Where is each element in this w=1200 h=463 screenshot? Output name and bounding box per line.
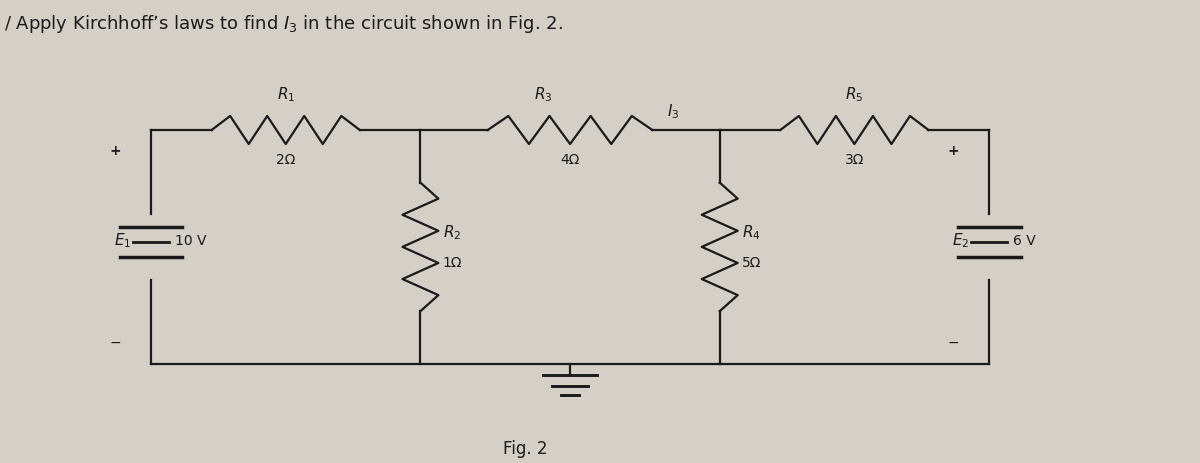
Text: $R_1$: $R_1$ bbox=[276, 86, 295, 104]
Text: / Apply Kirchhoff’s laws to find $I_3$ in the circuit shown in Fig. 2.: / Apply Kirchhoff’s laws to find $I_3$ i… bbox=[5, 13, 563, 35]
Text: 4Ω: 4Ω bbox=[560, 153, 580, 167]
Text: 3Ω: 3Ω bbox=[845, 153, 864, 167]
Text: 1Ω: 1Ω bbox=[443, 256, 462, 270]
Text: 6 V: 6 V bbox=[1013, 234, 1036, 248]
Text: $R_4$: $R_4$ bbox=[742, 224, 761, 242]
Text: −: − bbox=[947, 336, 959, 350]
Text: $E_1$: $E_1$ bbox=[114, 232, 132, 250]
Text: $E_2$: $E_2$ bbox=[953, 232, 970, 250]
Text: Fig. 2: Fig. 2 bbox=[503, 440, 547, 458]
Text: −: − bbox=[109, 336, 121, 350]
Text: 2Ω: 2Ω bbox=[276, 153, 295, 167]
Text: 5Ω: 5Ω bbox=[742, 256, 762, 270]
Text: +: + bbox=[947, 144, 959, 158]
Text: $R_5$: $R_5$ bbox=[845, 86, 864, 104]
Text: $R_3$: $R_3$ bbox=[534, 86, 552, 104]
Text: 10 V: 10 V bbox=[175, 234, 206, 248]
Text: $R_2$: $R_2$ bbox=[443, 224, 461, 242]
Text: $I_3$: $I_3$ bbox=[667, 102, 679, 121]
Text: +: + bbox=[109, 144, 121, 158]
